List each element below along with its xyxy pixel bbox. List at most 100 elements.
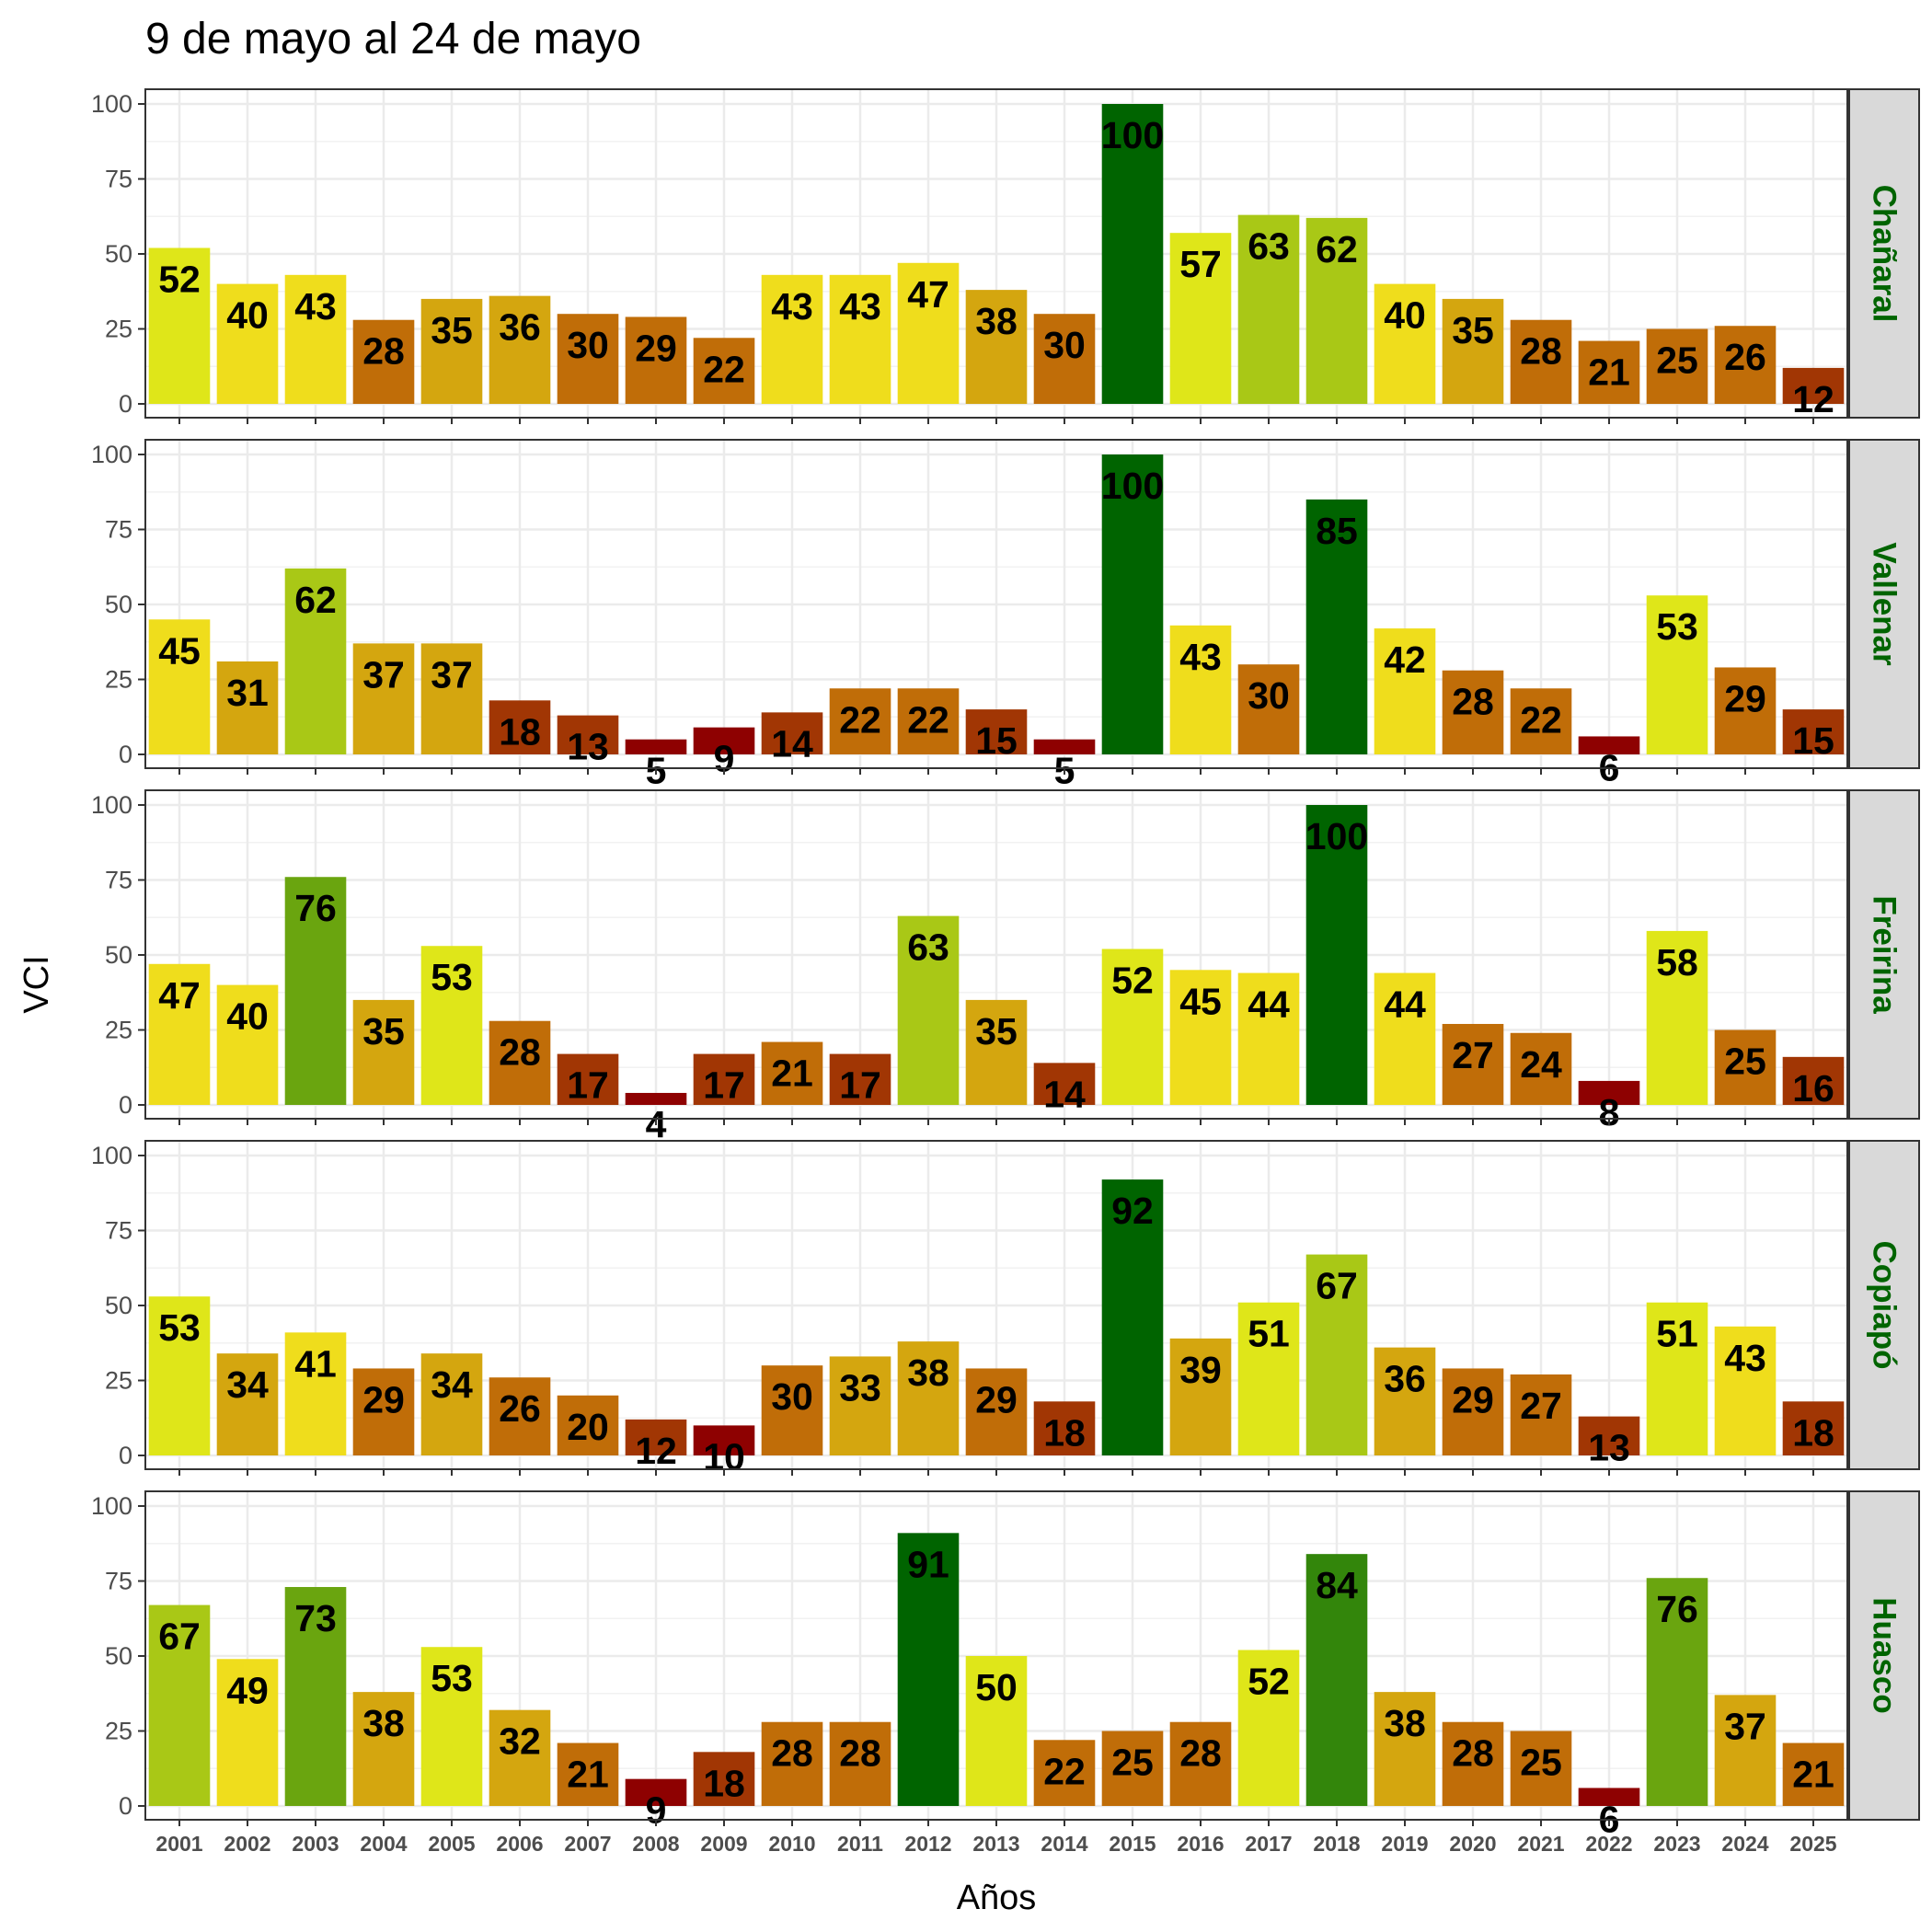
bar-value-label: 28 (771, 1732, 813, 1775)
bar-value-label: 12 (635, 1430, 677, 1472)
bar (1646, 1578, 1708, 1806)
bar (216, 1353, 279, 1455)
bar-value-label: 92 (1111, 1190, 1154, 1232)
facet-strip (1848, 88, 1920, 419)
bar (1782, 1401, 1845, 1455)
bar (352, 643, 415, 754)
y-tick-label: 75 (105, 1217, 132, 1245)
bar (1169, 625, 1232, 754)
x-tick-label: 2007 (564, 1832, 611, 1856)
bar (1714, 1695, 1777, 1806)
facet-strip (1848, 439, 1920, 769)
bar (1510, 1731, 1572, 1806)
bar (965, 709, 1028, 754)
bar-value-label: 34 (226, 1363, 269, 1406)
bar-value-label: 100 (1305, 815, 1368, 857)
bar-value-label: 45 (1179, 980, 1222, 1022)
y-tick-label: 100 (91, 791, 132, 819)
bar (1510, 1374, 1572, 1455)
y-tick-label: 100 (91, 90, 132, 118)
facet-strip (1848, 1140, 1920, 1470)
bar-value-label: 21 (567, 1754, 609, 1796)
bar-value-label: 43 (839, 285, 881, 328)
y-tick-label: 50 (105, 591, 132, 618)
bar (1646, 328, 1708, 404)
y-tick-label: 0 (119, 741, 132, 768)
bar-value-label: 28 (362, 330, 405, 373)
bar (489, 700, 551, 754)
bar (557, 1395, 619, 1455)
bar (1101, 949, 1164, 1105)
facet-strip-label: Freirina (1867, 895, 1903, 1014)
bar (216, 984, 279, 1105)
panel-border (144, 789, 1848, 1120)
bar (557, 1053, 619, 1105)
x-axis-title: Años (957, 1879, 1037, 1917)
bar-value-label: 38 (362, 1702, 405, 1744)
bar (420, 946, 483, 1105)
facet-strip (1848, 789, 1920, 1120)
bar (625, 1778, 687, 1806)
bar (1305, 1254, 1368, 1455)
x-tick-label: 2014 (1041, 1832, 1087, 1856)
bar-value-label: 9 (714, 738, 735, 780)
bar (625, 1419, 687, 1455)
bar (284, 568, 347, 754)
bar-value-label: 52 (158, 258, 201, 300)
bar-value-label: 27 (1452, 1034, 1494, 1076)
bar (1782, 1742, 1845, 1806)
bar (761, 1365, 823, 1455)
bar-value-label: 62 (1316, 228, 1358, 270)
bar-value-label: 13 (1588, 1427, 1630, 1469)
bar-value-label: 38 (1384, 1702, 1426, 1744)
bar-value-label: 91 (907, 1543, 949, 1585)
bar-value-label: 40 (1384, 294, 1426, 337)
bar-value-label: 51 (1248, 1313, 1290, 1355)
bar-value-label: 73 (294, 1597, 337, 1639)
bar-value-label: 29 (975, 1378, 1018, 1420)
bar-value-label: 31 (226, 672, 269, 714)
panel-border (144, 1490, 1848, 1821)
bar (829, 1721, 891, 1806)
x-tick-label: 2018 (1313, 1832, 1360, 1856)
facet-strip-label: Huasco (1867, 1597, 1903, 1713)
bar-value-label: 8 (1599, 1091, 1620, 1133)
bar-value-label: 27 (1520, 1385, 1562, 1427)
bar-value-label: 38 (975, 300, 1018, 342)
bar (1033, 1401, 1096, 1455)
bar-value-label: 17 (839, 1064, 881, 1107)
bar-value-label: 38 (907, 1351, 949, 1394)
y-tick-label: 25 (105, 316, 132, 343)
bar-value-label: 28 (1520, 330, 1562, 373)
facet-strip-label: Vallenar (1867, 542, 1903, 666)
bar-value-label: 44 (1248, 983, 1290, 1026)
bar-value-label: 13 (567, 726, 609, 768)
bar (1578, 1788, 1640, 1806)
bar (1646, 930, 1708, 1105)
bar (1646, 1302, 1708, 1455)
bar-value-label: 62 (294, 579, 337, 621)
bar (1169, 1721, 1232, 1806)
bar (1033, 1063, 1096, 1105)
bar (693, 1053, 755, 1105)
x-tick-label: 2012 (904, 1832, 951, 1856)
bar (1169, 970, 1232, 1105)
bar (148, 619, 211, 754)
bar-value-label: 30 (1248, 674, 1290, 717)
bar-value-label: 18 (1043, 1411, 1086, 1454)
y-axis-title: VCI (17, 955, 56, 1013)
bar-value-label: 30 (1043, 324, 1086, 366)
y-tick-label: 25 (105, 1367, 132, 1395)
bar (965, 999, 1028, 1105)
y-tick-label: 0 (119, 1792, 132, 1820)
bar-value-label: 36 (499, 306, 541, 349)
bar (1237, 972, 1300, 1105)
bar-value-label: 52 (1111, 959, 1154, 1001)
bar (829, 688, 891, 754)
bar-value-label: 85 (1316, 510, 1358, 552)
bar-value-label: 100 (1101, 465, 1164, 507)
bar-value-label: 25 (1111, 1742, 1154, 1784)
bar (1305, 1554, 1368, 1806)
bar (1510, 1032, 1572, 1105)
